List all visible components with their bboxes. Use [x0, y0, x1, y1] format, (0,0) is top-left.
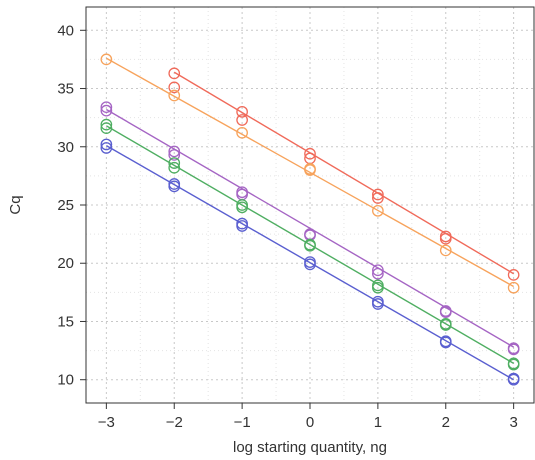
x-tick-label: −3 — [98, 414, 115, 431]
data-point-series-1 — [439, 232, 452, 245]
data-point-series-4 — [372, 281, 384, 294]
x-tick-label: −1 — [234, 414, 251, 431]
data-point-series-5 — [100, 138, 113, 151]
data-point-series-5 — [100, 142, 113, 154]
data-point-series-5 — [507, 373, 520, 386]
data-point-series-4 — [100, 118, 113, 131]
data-point-series-3 — [168, 145, 181, 158]
data-point-series-2 — [372, 204, 384, 217]
data-point-series-4 — [236, 201, 248, 214]
data-point-series-5 — [439, 336, 452, 349]
data-point-series-5 — [236, 220, 248, 232]
data-point-series-1 — [168, 81, 181, 94]
x-tick-label: 1 — [374, 414, 382, 431]
x-tick-label: 3 — [509, 414, 517, 431]
data-point-series-2 — [236, 126, 248, 139]
data-point-series-1 — [236, 105, 248, 118]
data-point-series-3 — [372, 264, 384, 277]
data-points — [100, 53, 520, 386]
y-axis-label: Cq — [7, 195, 24, 214]
x-axis-label: log starting quantity, ng — [233, 439, 387, 456]
data-point-series-4 — [304, 239, 316, 252]
data-point-series-3 — [372, 267, 384, 280]
data-point-series-3 — [168, 149, 181, 161]
data-point-series-2 — [507, 281, 520, 294]
fit-line-series-1 — [173, 71, 514, 275]
fit-line-series-4 — [106, 125, 514, 365]
data-point-series-4 — [439, 319, 452, 331]
fit-line-series-5 — [106, 144, 514, 381]
y-tick-label: 20 — [57, 255, 74, 272]
y-tick-label: 25 — [57, 197, 74, 214]
data-point-series-2 — [439, 244, 452, 257]
data-point-series-1 — [304, 147, 316, 160]
data-point-series-1 — [507, 269, 520, 281]
x-tick-label: 2 — [442, 414, 450, 431]
data-point-series-2 — [100, 53, 113, 66]
data-point-series-2 — [304, 164, 316, 176]
x-tick-label: −2 — [166, 414, 183, 431]
data-point-series-3 — [439, 306, 452, 319]
data-point-series-5 — [304, 258, 316, 271]
data-point-series-1 — [372, 192, 384, 204]
fit-line-series-2 — [106, 57, 514, 288]
data-point-series-4 — [100, 122, 113, 134]
data-point-series-4 — [168, 157, 181, 169]
y-tick-label: 15 — [57, 313, 74, 330]
y-tick-label: 10 — [57, 372, 74, 389]
data-point-series-3 — [100, 104, 113, 117]
data-point-series-5 — [372, 298, 384, 310]
grid — [86, 7, 534, 403]
data-point-series-4 — [507, 358, 520, 371]
data-point-series-4 — [168, 161, 181, 174]
x-axis: −3 −2 −1 0 1 2 3 — [98, 403, 518, 431]
x-tick-label: 0 — [306, 414, 314, 431]
y-axis: 10 15 20 25 30 35 40 — [57, 22, 86, 389]
data-point-series-1 — [372, 188, 384, 201]
data-point-series-1 — [168, 67, 181, 80]
data-point-series-4 — [372, 279, 384, 292]
data-point-series-3 — [100, 101, 113, 114]
data-point-series-2 — [168, 89, 181, 102]
y-tick-label: 30 — [57, 139, 74, 156]
data-point-series-1 — [236, 114, 248, 126]
data-point-series-5 — [168, 180, 181, 193]
data-point-series-3 — [507, 343, 520, 356]
y-tick-label: 35 — [57, 81, 74, 98]
y-tick-label: 40 — [57, 22, 74, 39]
